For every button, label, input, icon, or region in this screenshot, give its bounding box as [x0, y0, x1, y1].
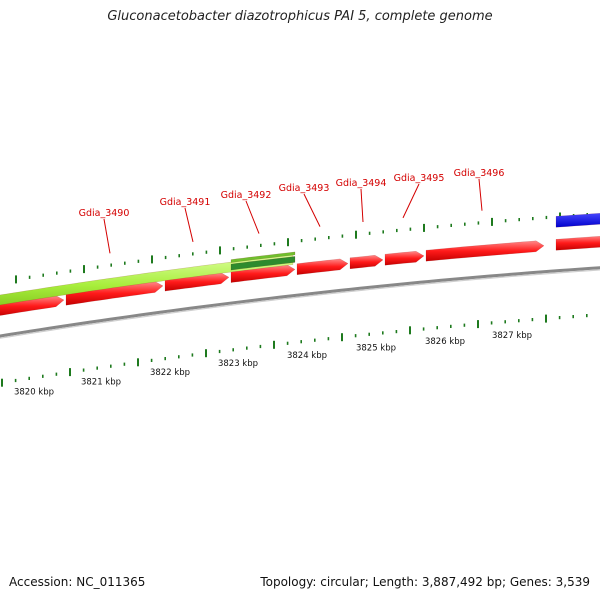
scale-label: 3827 kbp: [492, 331, 532, 341]
cds-arrow: [349, 254, 384, 270]
gene-label-leader: [360, 188, 364, 223]
scale-label: 3825 kbp: [356, 344, 396, 354]
gene-label[interactable]: Gdia_3496: [454, 168, 505, 179]
separator: ;: [501, 575, 510, 589]
gene-label-leader: [103, 218, 111, 254]
gene-label-leader: [303, 193, 321, 227]
accession-label: Accession:: [9, 575, 73, 589]
topology-label: Topology:: [260, 575, 317, 589]
gene-label-leader: [184, 207, 194, 243]
length-label: Length:: [372, 575, 419, 589]
accession-info: Accession: NC_011365: [9, 575, 145, 589]
gene-label[interactable]: Gdia_3493: [279, 183, 330, 194]
other-feature-bar: [555, 213, 600, 228]
separator: ;: [364, 575, 373, 589]
scale-label: 3820 kbp: [14, 388, 54, 398]
gene-label[interactable]: Gdia_3494: [336, 178, 387, 189]
length-value: 3,887,492 bp: [421, 575, 502, 589]
gene-label[interactable]: Gdia_3495: [394, 173, 445, 184]
scale-label: 3821 kbp: [81, 378, 121, 388]
scale-label: 3826 kbp: [425, 337, 465, 347]
accession-value: NC_011365: [76, 575, 146, 589]
gene-label-leader: [245, 200, 260, 234]
gene-label-leader: [478, 178, 483, 211]
gene-label[interactable]: Gdia_3492: [221, 190, 272, 201]
gene-label-leader: [402, 183, 420, 219]
map-title: Gluconacetobacter diazotrophicus PAI 5, …: [107, 9, 493, 24]
gene-feature-bar: [0, 254, 294, 306]
cds-arrow: [296, 258, 349, 275]
cds-arrow: [425, 240, 545, 262]
gene-feature-dark-segment: [230, 256, 296, 271]
cds-arrow: [384, 250, 425, 266]
topology-value: circular: [320, 575, 365, 589]
genes-value: 3,539: [555, 575, 590, 589]
genome-stats: Topology: circular; Length: 3,887,492 bp…: [260, 575, 590, 589]
scale-label: 3824 kbp: [287, 351, 327, 361]
gene-label[interactable]: Gdia_3491: [160, 197, 211, 208]
genome-backbone-shadow: [0, 269, 600, 339]
genes-label: Genes:: [509, 575, 552, 589]
cds-arrow: [555, 236, 600, 251]
scale-label: 3823 kbp: [218, 359, 258, 369]
genome-backbone: [0, 266, 600, 338]
gene-feature-top-segment: [230, 251, 296, 263]
scale-label: 3822 kbp: [150, 368, 190, 378]
gene-label[interactable]: Gdia_3490: [79, 208, 130, 219]
